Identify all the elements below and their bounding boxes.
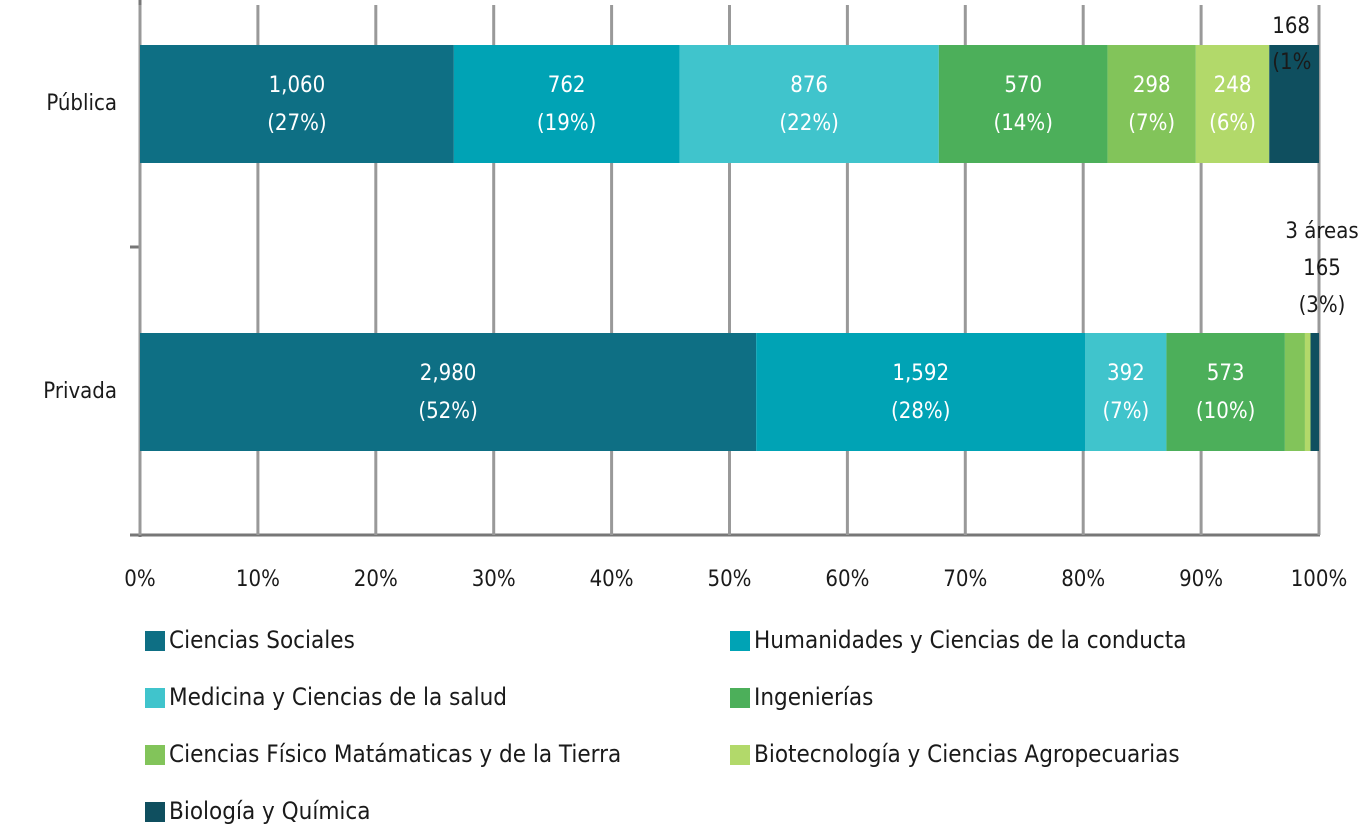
data-label: 1,592 bbox=[892, 361, 949, 386]
bar-segment bbox=[1107, 45, 1196, 163]
x-tick-label: 70% bbox=[943, 567, 987, 592]
data-label: 2,980 bbox=[420, 361, 477, 386]
legend-label: Ingenierías bbox=[754, 683, 873, 711]
legend-swatch bbox=[730, 631, 750, 651]
data-label: 248 bbox=[1214, 73, 1252, 98]
data-label-share: (6%) bbox=[1209, 111, 1256, 136]
legend-swatch bbox=[145, 631, 165, 651]
category-label: Pública bbox=[46, 91, 117, 116]
data-label-share: (19%) bbox=[537, 111, 596, 136]
data-label-share: (14%) bbox=[993, 111, 1052, 136]
legend-swatch bbox=[730, 688, 750, 708]
bar-segment bbox=[756, 333, 1086, 451]
bar-segment bbox=[1195, 45, 1270, 163]
x-tick-label: 50% bbox=[708, 567, 752, 592]
data-label: 298 bbox=[1133, 73, 1171, 98]
bar-segment bbox=[938, 45, 1108, 163]
legend-label: Humanidades y Ciencias de la conducta bbox=[754, 626, 1187, 654]
data-label: 570 bbox=[1004, 73, 1042, 98]
x-tick-label: 10% bbox=[236, 567, 280, 592]
x-tick-label: 60% bbox=[825, 567, 869, 592]
legend-label: Ciencias Físico Matámaticas y de la Tier… bbox=[169, 740, 621, 768]
data-label-share: (28%) bbox=[891, 399, 950, 424]
x-tick-label: 20% bbox=[354, 567, 398, 592]
x-tick-label: 100% bbox=[1291, 567, 1348, 592]
data-label-share: (1% bbox=[1272, 50, 1311, 75]
data-label-share: (27%) bbox=[267, 111, 326, 136]
data-label-share: (52%) bbox=[418, 399, 477, 424]
legend-label: Biotecnología y Ciencias Agropecuarias bbox=[754, 740, 1180, 768]
data-label-share: (22%) bbox=[779, 111, 838, 136]
data-label-share: (7%) bbox=[1102, 399, 1149, 424]
x-tick-label: 80% bbox=[1061, 567, 1105, 592]
data-label: 1,060 bbox=[269, 73, 326, 98]
bar-segment bbox=[1284, 333, 1305, 451]
annotation: 165 bbox=[1303, 256, 1341, 281]
x-tick-label: 90% bbox=[1179, 567, 1223, 592]
bar-segment bbox=[1085, 333, 1167, 451]
data-label: 168 bbox=[1272, 14, 1310, 39]
data-label-share: (10%) bbox=[1196, 399, 1255, 424]
legend-label: Medicina y Ciencias de la salud bbox=[169, 683, 507, 711]
bar-segment bbox=[1269, 45, 1319, 163]
legend-label: Ciencias Sociales bbox=[169, 626, 355, 654]
bar-segment bbox=[140, 45, 454, 163]
data-label: 876 bbox=[790, 73, 828, 98]
legend-swatch bbox=[730, 745, 750, 765]
x-tick-label: 30% bbox=[472, 567, 516, 592]
bar-segment bbox=[1166, 333, 1285, 451]
bar-segment bbox=[1310, 333, 1319, 451]
legend-label: Biología y Química bbox=[169, 797, 370, 825]
bar-segment bbox=[1304, 333, 1311, 451]
x-tick-label: 0% bbox=[124, 567, 155, 592]
data-label: 573 bbox=[1207, 361, 1245, 386]
data-label-share: (7%) bbox=[1128, 111, 1175, 136]
annotation: 3 áreas bbox=[1285, 219, 1358, 244]
x-tick-label: 40% bbox=[590, 567, 634, 592]
bar-segment bbox=[140, 333, 757, 451]
legend-swatch bbox=[145, 688, 165, 708]
legend-swatch bbox=[145, 802, 165, 822]
data-label: 762 bbox=[548, 73, 586, 98]
annotation: (3%) bbox=[1299, 293, 1346, 318]
legend-swatch bbox=[145, 745, 165, 765]
category-label: Privada bbox=[43, 379, 117, 404]
bar-segment bbox=[453, 45, 680, 163]
data-label: 392 bbox=[1107, 361, 1145, 386]
bar-segment bbox=[679, 45, 939, 163]
